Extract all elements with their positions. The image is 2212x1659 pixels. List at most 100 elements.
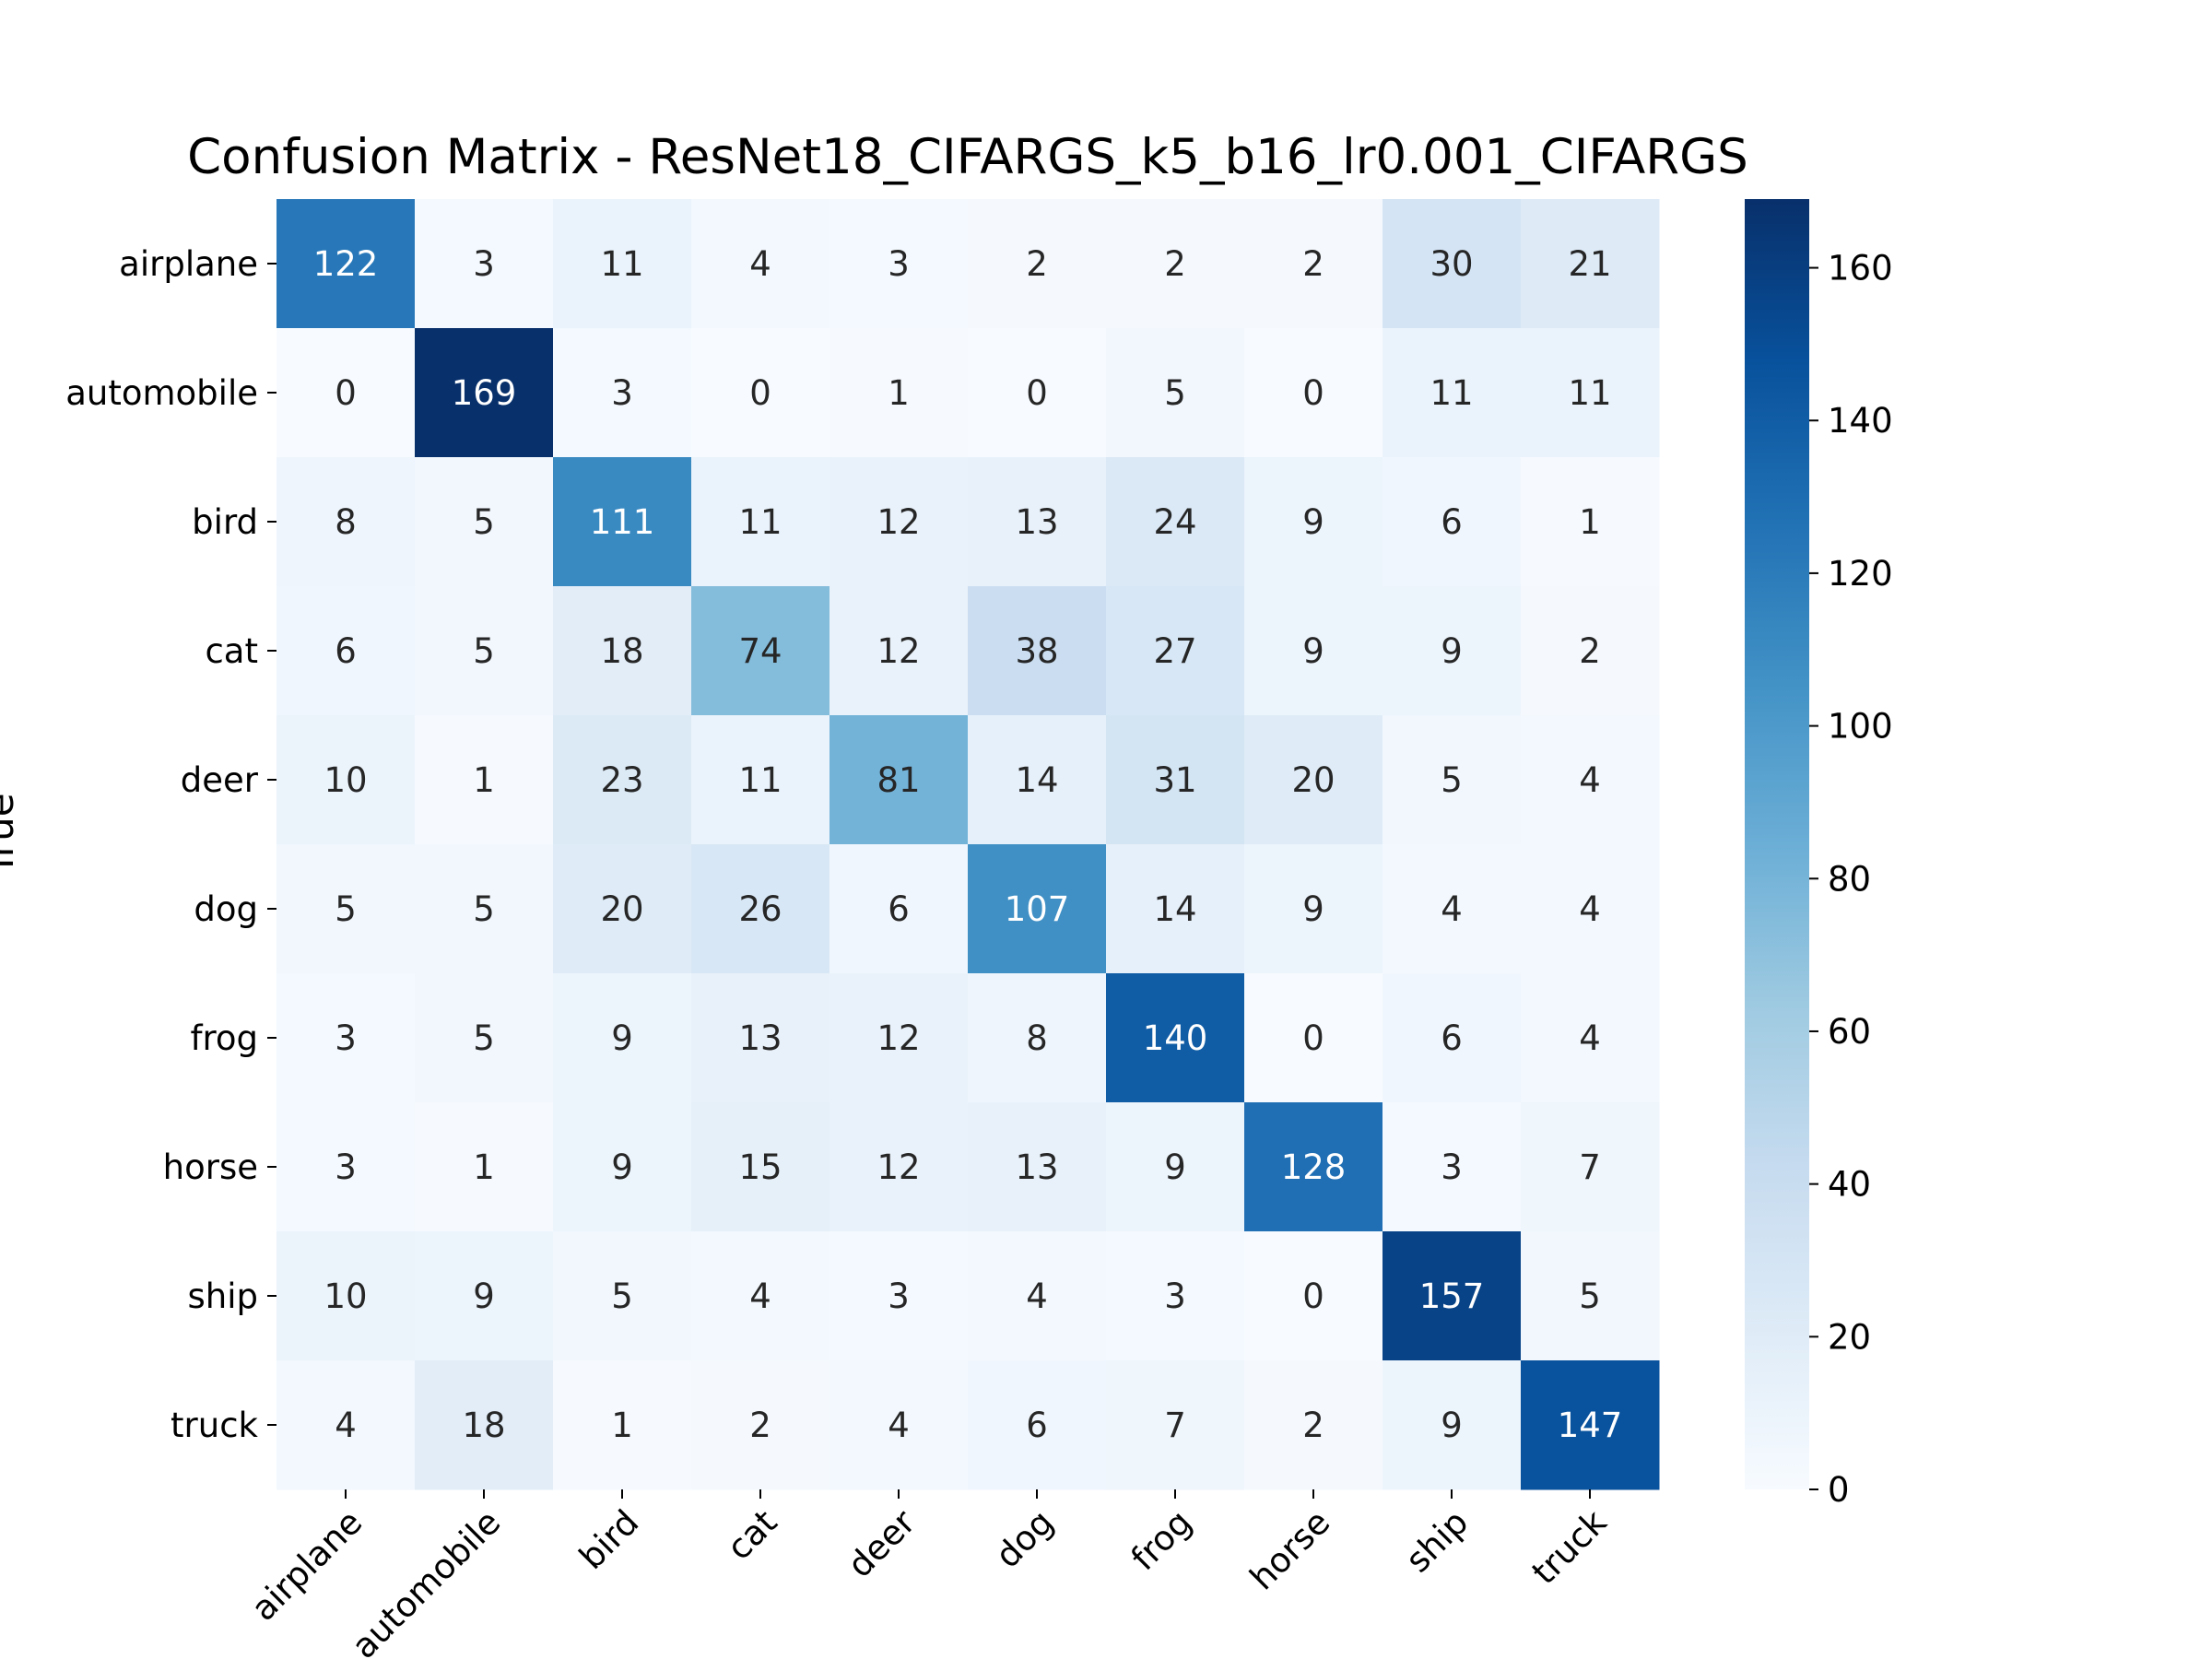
cell-value-label: 6	[1441, 1018, 1463, 1058]
heatmap-cell	[968, 715, 1107, 845]
heatmap-cell	[691, 844, 830, 974]
cell-value-label: 11	[738, 760, 782, 800]
column-tick-label: horse	[1242, 1502, 1337, 1597]
cell-value-label: 3	[888, 1277, 910, 1316]
colorbar-tick-label: 160	[1828, 249, 1893, 288]
heatmap-cell	[691, 328, 830, 458]
cell-value-label: 5	[335, 889, 357, 929]
heatmap-cell	[1106, 1231, 1245, 1361]
colorbar-tick-label: 0	[1828, 1470, 1850, 1510]
heatmap-cell	[1521, 973, 1660, 1103]
cell-value-label: 6	[1026, 1406, 1048, 1445]
heatmap-cell	[1106, 1102, 1245, 1232]
cell-value-label: 2	[1026, 244, 1048, 284]
column-tick-label: ship	[1398, 1502, 1476, 1580]
cell-value-label: 3	[335, 1018, 357, 1058]
heatmap-cell	[1244, 1102, 1383, 1232]
cell-value-label: 13	[738, 1018, 782, 1058]
cell-value-label: 2	[1579, 631, 1601, 671]
cell-value-label: 9	[611, 1018, 633, 1058]
cell-value-label: 38	[1015, 631, 1058, 671]
heatmap-cell	[968, 973, 1107, 1103]
cell-value-label: 9	[1302, 631, 1324, 671]
cell-value-label: 9	[1441, 1406, 1463, 1445]
cell-value-label: 1	[473, 1147, 495, 1187]
cell-value-label: 11	[738, 502, 782, 542]
heatmap-cell	[415, 973, 554, 1103]
cell-value-label: 157	[1419, 1277, 1485, 1316]
heatmap-cell	[276, 973, 416, 1103]
cell-value-label: 5	[1164, 373, 1186, 413]
heatmap-cell	[415, 1360, 554, 1490]
heatmap-cell	[415, 1102, 554, 1232]
cell-value-label: 0	[749, 373, 771, 413]
row-tick-label: bird	[192, 502, 258, 542]
cell-value-label: 111	[590, 502, 655, 542]
cell-value-label: 5	[473, 1018, 495, 1058]
cell-value-label: 128	[1281, 1147, 1347, 1187]
heatmap-cell	[415, 715, 554, 845]
cell-value-label: 74	[738, 631, 782, 671]
cell-value-label: 20	[1291, 760, 1335, 800]
heatmap-cell	[1106, 1360, 1245, 1490]
cell-value-label: 2	[1164, 244, 1186, 284]
cell-value-label: 3	[611, 373, 633, 413]
heatmap-cell	[968, 1102, 1107, 1232]
row-tick-label: dog	[194, 889, 258, 929]
heatmap-cell	[276, 199, 416, 329]
cell-value-label: 24	[1153, 502, 1196, 542]
heatmap-cell	[1106, 328, 1245, 458]
heatmap-cell	[1244, 1360, 1383, 1490]
cell-value-label: 14	[1015, 760, 1058, 800]
cell-value-label: 9	[1441, 631, 1463, 671]
heatmap-cell	[553, 715, 692, 845]
column-tick-label: deer	[840, 1501, 924, 1585]
colorbar-tick-label: 40	[1828, 1165, 1871, 1205]
colorbar: 0 20 40 60 80 100 120 140 160	[1745, 199, 1893, 1510]
heatmap-cell	[830, 586, 969, 716]
cell-value-label: 27	[1153, 631, 1196, 671]
heatmap-cell	[1382, 328, 1522, 458]
colorbar-gradient	[1745, 199, 1809, 1489]
cell-value-label: 5	[473, 502, 495, 542]
heatmap-cell	[1521, 199, 1660, 329]
cell-value-label: 6	[888, 889, 910, 929]
heatmap-cell	[1521, 328, 1660, 458]
heatmap-cell	[1244, 1231, 1383, 1361]
cell-value-label: 3	[1441, 1147, 1463, 1187]
heatmap-cell	[1106, 973, 1245, 1103]
heatmap-cell	[1382, 715, 1522, 845]
heatmap-cell	[276, 715, 416, 845]
cell-value-label: 107	[1005, 889, 1070, 929]
cell-value-label: 4	[335, 1406, 357, 1445]
heatmap-cell	[1382, 199, 1522, 329]
heatmap-cell	[415, 199, 554, 329]
row-tick-label: horse	[163, 1147, 258, 1187]
cell-value-label: 15	[738, 1147, 782, 1187]
cell-value-label: 4	[1441, 889, 1463, 929]
cell-value-label: 13	[1015, 1147, 1058, 1187]
heatmap-cell	[1521, 1360, 1660, 1490]
heatmap-cell	[1244, 457, 1383, 587]
heatmap-cell	[830, 1231, 969, 1361]
cell-value-label: 1	[888, 373, 910, 413]
cell-value-label: 0	[1302, 1277, 1324, 1316]
heatmap-cells: 122 3 11 4 3 2 2 2 30 210 169 3 0 1 0 5 0 11 118 5 111 11 12 13…	[276, 199, 1660, 1490]
cell-value-label: 12	[877, 502, 920, 542]
cell-value-label: 2	[1302, 244, 1324, 284]
heatmap-cell	[691, 973, 830, 1103]
heatmap-cell	[1244, 973, 1383, 1103]
cell-value-label: 169	[452, 373, 517, 413]
heatmap-cell	[1382, 1102, 1522, 1232]
cell-value-label: 10	[324, 760, 367, 800]
heatmap-cell	[415, 457, 554, 587]
colorbar-tick-label: 120	[1828, 554, 1893, 594]
cell-value-label: 26	[738, 889, 782, 929]
heatmap-cell	[830, 973, 969, 1103]
row-tick-label: deer	[181, 760, 259, 800]
heatmap-cell	[691, 1231, 830, 1361]
heatmap-cell	[691, 457, 830, 587]
heatmap-cell	[968, 457, 1107, 587]
cell-value-label: 8	[1026, 1018, 1048, 1058]
